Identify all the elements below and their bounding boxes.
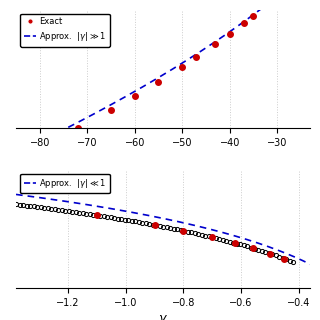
X-axis label: $\gamma$: $\gamma$	[158, 313, 168, 320]
Legend: Approx.  $|\gamma| \ll 1$: Approx. $|\gamma| \ll 1$	[20, 174, 110, 193]
Legend: Exact, Approx.  $|\gamma| \gg 1$: Exact, Approx. $|\gamma| \gg 1$	[20, 14, 110, 47]
